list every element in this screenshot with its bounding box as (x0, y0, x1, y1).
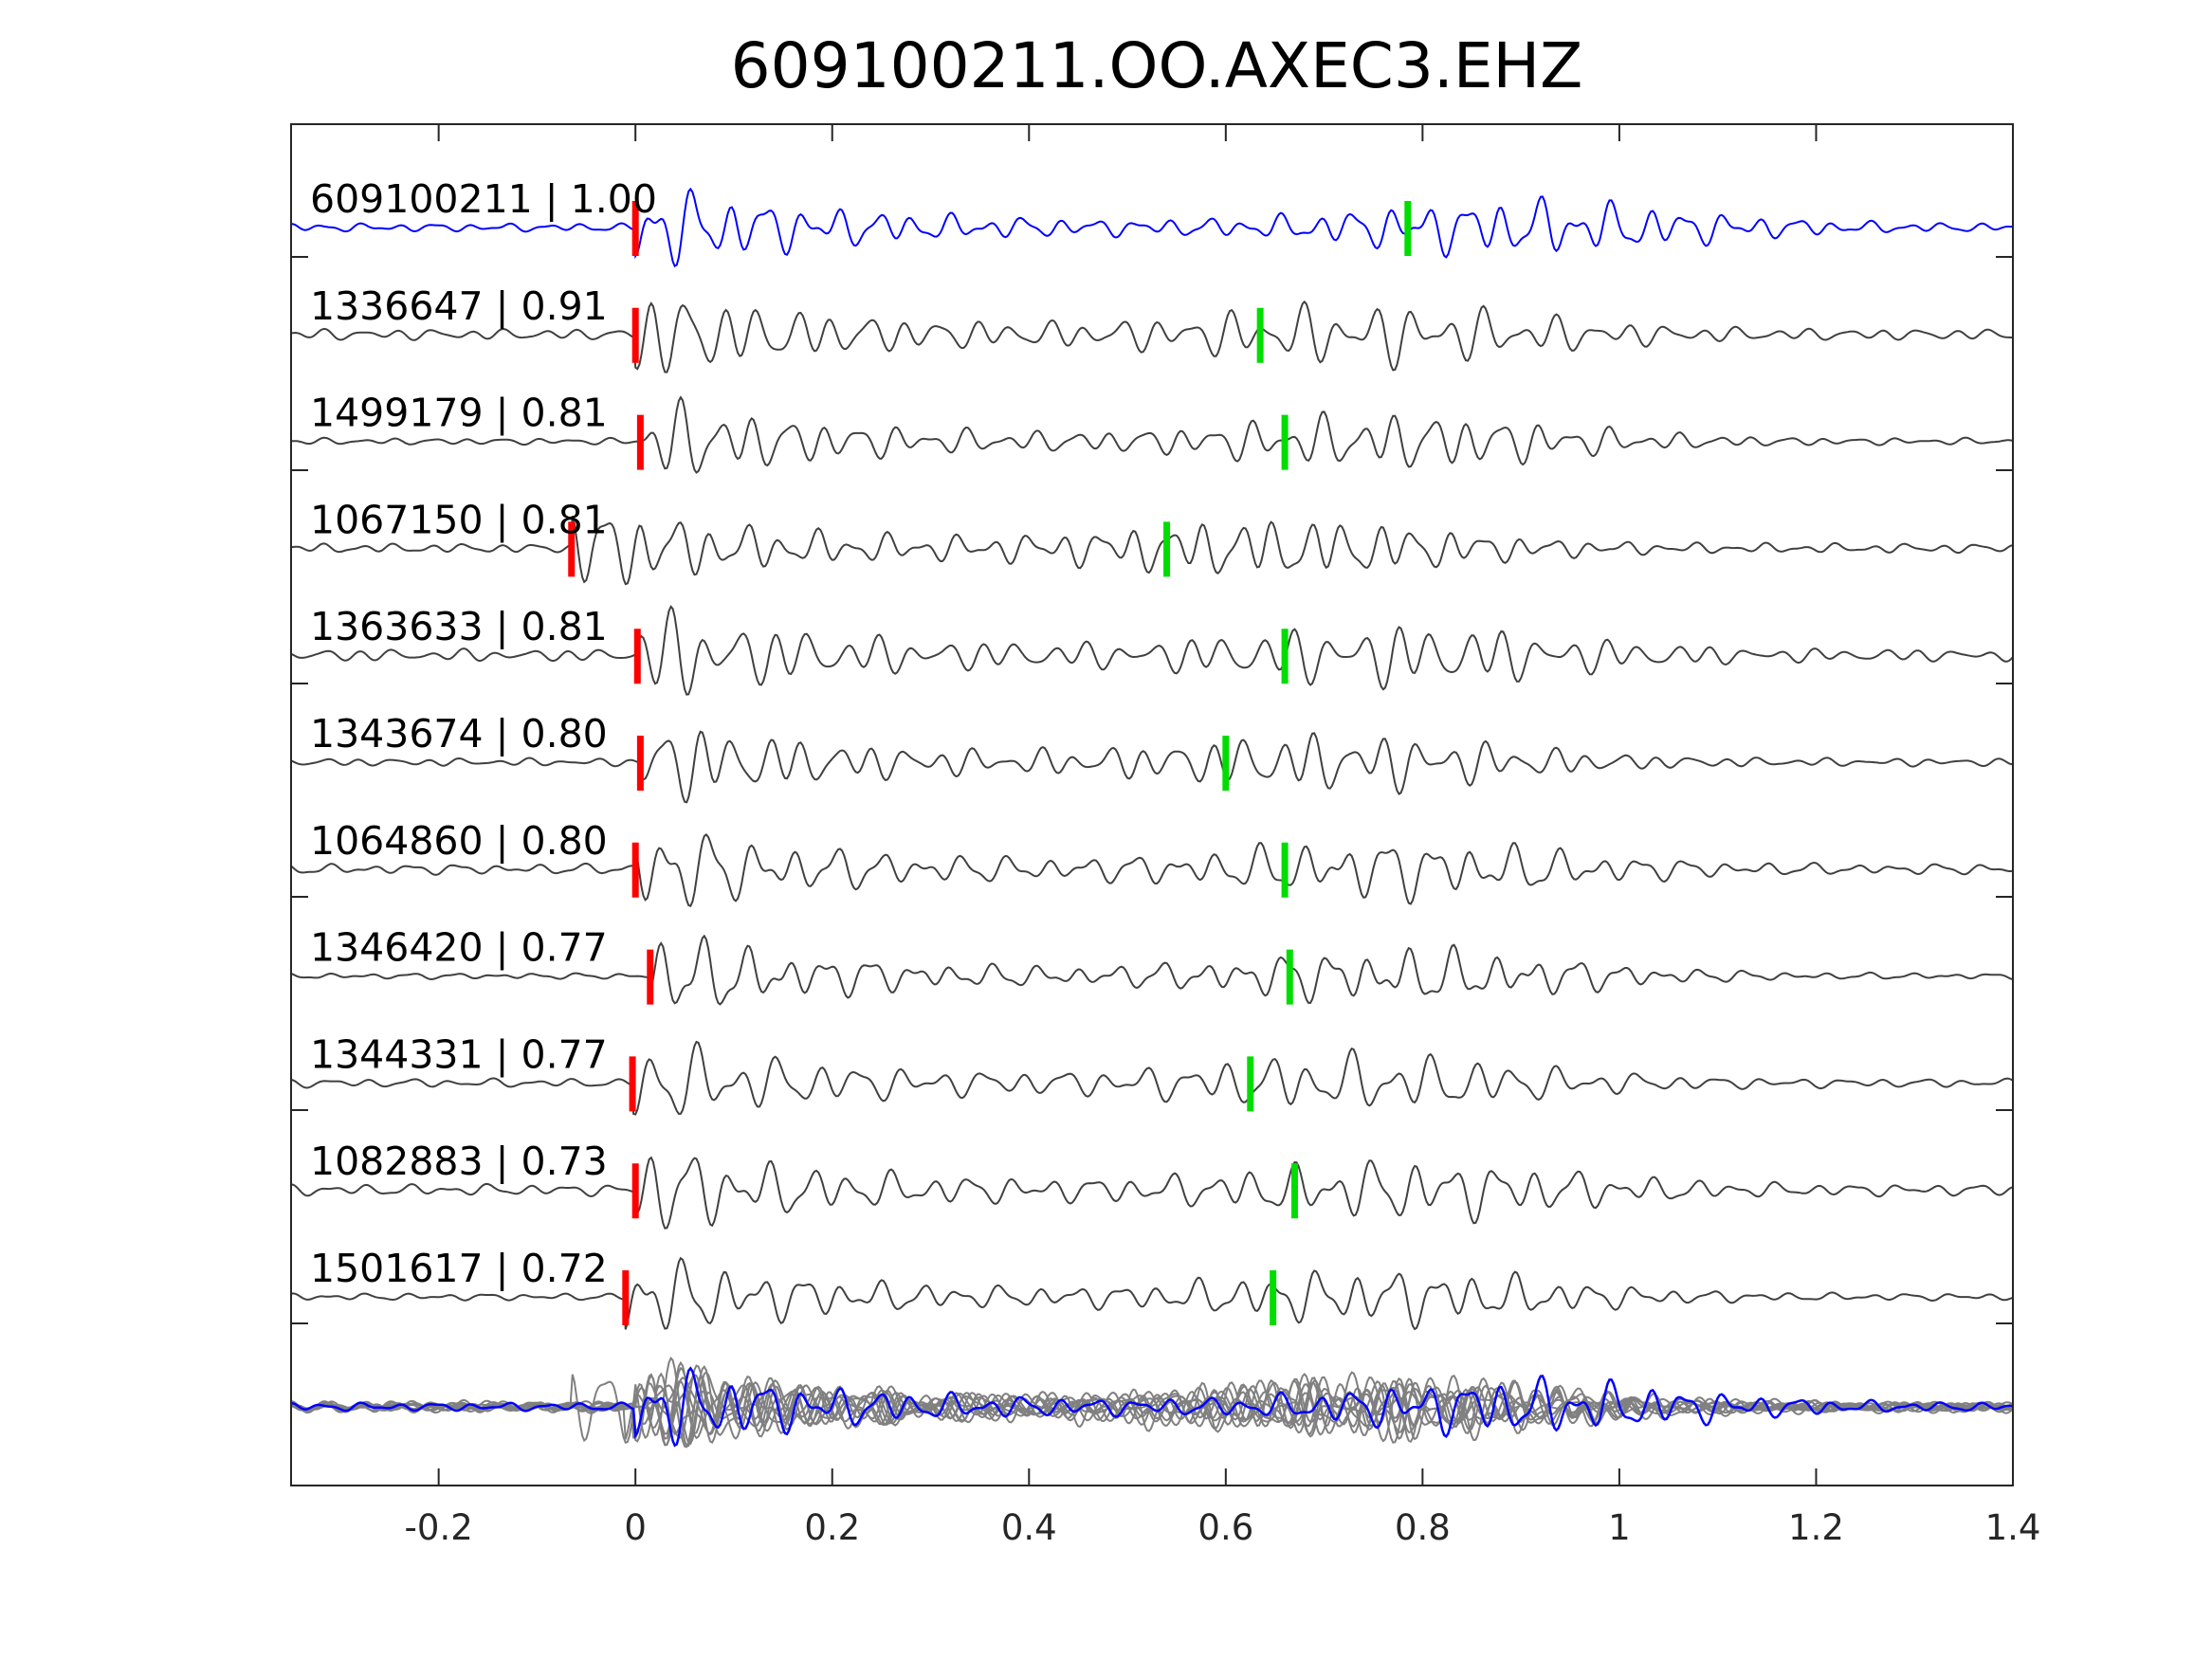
trace-label: 1363633 | 0.81 (310, 604, 608, 649)
x-tick-label: 1 (1608, 1507, 1631, 1548)
trace-label: 1499179 | 0.81 (310, 391, 608, 436)
waveform-trace (290, 934, 2014, 1006)
axes-box (290, 123, 2014, 1486)
waveform-trace (290, 730, 2014, 804)
trace-label: 1501617 | 0.72 (310, 1246, 608, 1291)
x-tick-label: -0.2 (405, 1507, 473, 1548)
waveform-trace (290, 1040, 2014, 1116)
x-axis-ticks (437, 124, 2014, 1486)
y-axis-ticks (291, 256, 2013, 1324)
trace-label: 1336647 | 0.91 (310, 283, 608, 329)
x-tick-label: 0.6 (1197, 1507, 1253, 1548)
x-tick-label: 0.2 (804, 1507, 860, 1548)
waveform-trace (290, 605, 2014, 696)
waveform-trace (290, 300, 2013, 374)
trace-label: 1344331 | 0.77 (310, 1031, 608, 1077)
waveform-trace (290, 1156, 2014, 1230)
x-tick-label: 0.8 (1395, 1507, 1451, 1548)
trace-label: 1067150 | 0.81 (310, 497, 608, 542)
trace-label: 1082883 | 0.73 (310, 1139, 608, 1184)
picks-layer (568, 201, 1412, 1325)
stack-master-trace (290, 1366, 2013, 1448)
waveform-trace (290, 187, 2013, 268)
waveform-trace (290, 1256, 2014, 1331)
trace-labels-layer: 609100211 | 1.00 1336647 | 0.91 1499179 | … (310, 176, 657, 1291)
trace-label: 1346420 | 0.77 (310, 925, 608, 971)
stack-trace (290, 1373, 2014, 1447)
waveform-trace (290, 395, 2014, 474)
stack-trace (290, 1366, 2014, 1441)
x-tick-label: 0 (624, 1507, 647, 1548)
trace-label: 609100211 | 1.00 (310, 176, 657, 222)
x-axis-tick-labels: -0.2 0 0.2 0.4 0.6 0.8 1 1.2 1.4 (405, 1507, 2041, 1548)
chart-title: 609100211.OO.AXEC3.EHZ (731, 29, 1583, 102)
x-tick-label: 0.4 (1001, 1507, 1057, 1548)
stack-panel (290, 1356, 2014, 1449)
trace-label: 1064860 | 0.80 (310, 818, 608, 864)
trace-label: 1343674 | 0.80 (310, 711, 608, 757)
x-tick-label: 1.4 (1985, 1507, 2041, 1548)
x-tick-label: 1.2 (1788, 1507, 1844, 1548)
waveform-trace (290, 833, 2014, 907)
waveform-trace (290, 515, 2014, 586)
traces-layer (290, 187, 2014, 1331)
